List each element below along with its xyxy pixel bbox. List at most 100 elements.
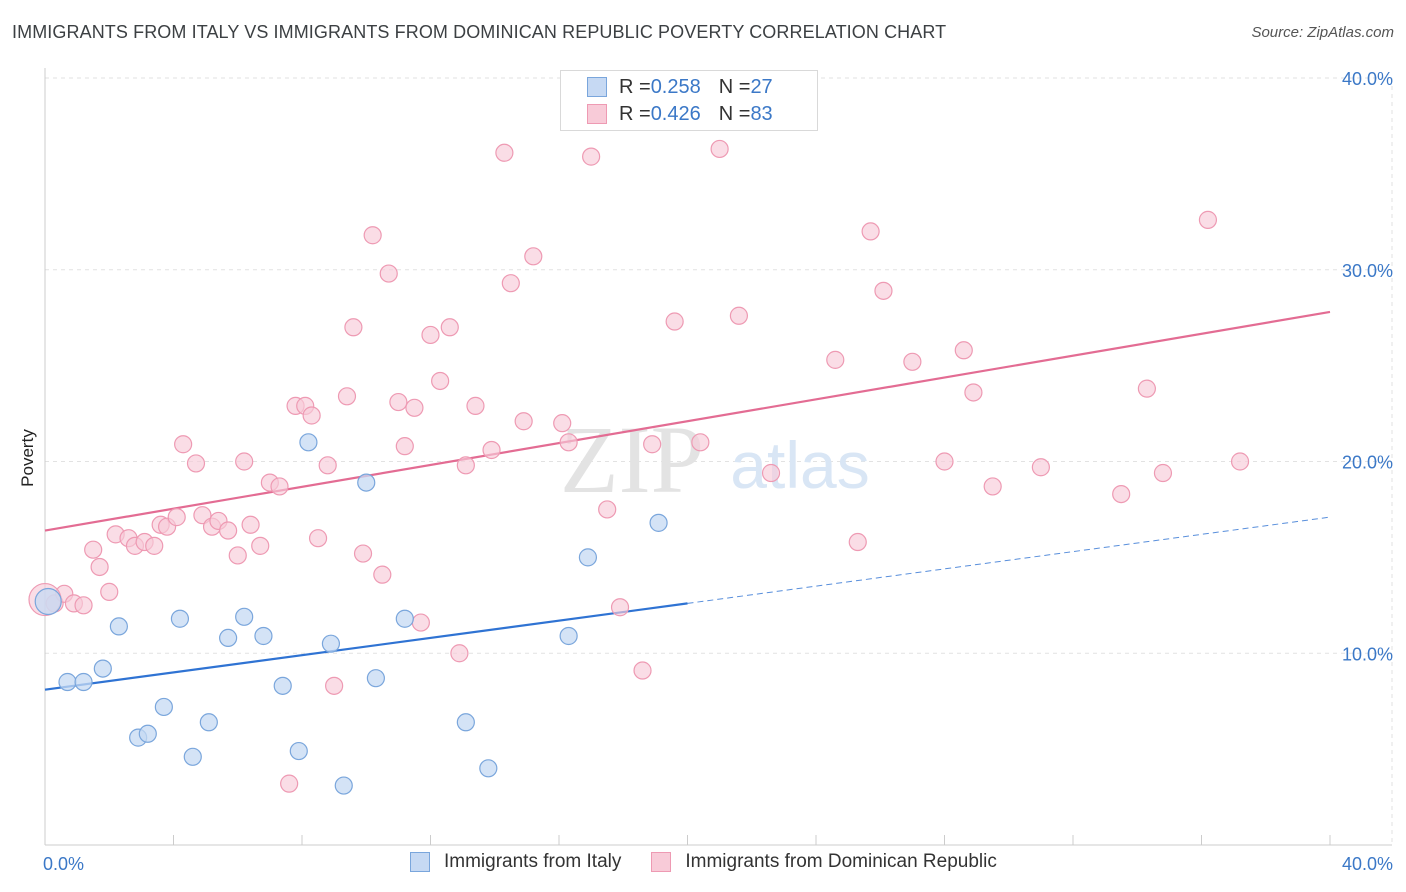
point-dominican	[861, 222, 880, 241]
italy-swatch	[587, 77, 607, 97]
y-tick-label: 10.0%	[1342, 644, 1393, 664]
point-dominican	[167, 508, 186, 527]
trend-line-dominican	[44, 310, 1331, 532]
point-italy	[58, 672, 77, 692]
point-italy	[357, 473, 376, 492]
y-tick-label: 20.0%	[1342, 453, 1393, 473]
dominican-r-label: R =	[619, 102, 651, 125]
point-italy	[289, 741, 308, 761]
point-dominican	[353, 544, 373, 563]
point-dominican	[826, 350, 845, 369]
point-dominican	[1112, 484, 1131, 504]
point-dominican	[633, 661, 652, 680]
dominican-legend-label: Immigrants from Dominican Republic	[685, 851, 997, 872]
point-dominican	[964, 383, 983, 402]
point-dominican	[450, 644, 469, 663]
y-axis-label: Poverty	[18, 429, 37, 487]
point-dominican	[848, 532, 867, 552]
italy-legend-label: Immigrants from Italy	[444, 851, 622, 872]
point-dominican	[665, 312, 684, 331]
point-italy	[235, 607, 254, 626]
point-dominican	[280, 774, 299, 793]
point-italy	[321, 634, 341, 653]
point-dominican	[241, 515, 260, 534]
point-italy	[154, 697, 173, 717]
point-dominican	[421, 325, 440, 345]
point-dominican	[431, 371, 450, 391]
point-dominican	[1031, 458, 1050, 477]
point-dominican	[514, 412, 533, 431]
tick-labels: 10.0% 20.0% 30.0% 40.0% 0.0% 40.0%	[43, 69, 1393, 874]
point-italy	[183, 747, 202, 766]
point-dominican	[302, 406, 321, 425]
point-dominican	[411, 613, 430, 632]
point-dominican	[1230, 452, 1250, 471]
point-dominican	[1137, 379, 1156, 398]
point-dominican	[691, 433, 710, 452]
point-italy	[395, 609, 414, 628]
axes	[44, 68, 1392, 846]
point-dominican	[582, 147, 601, 166]
point-dominican	[379, 264, 398, 283]
point-dominican	[729, 306, 749, 325]
point-dominican	[874, 281, 893, 300]
trend-line-italy-extension	[687, 516, 1331, 604]
point-dominican	[559, 433, 578, 452]
point-dominican	[373, 565, 392, 584]
point-dominican	[174, 435, 193, 454]
point-dominican	[1153, 463, 1173, 483]
point-italy	[34, 587, 62, 616]
point-italy	[559, 626, 578, 646]
y-tick-label: 30.0%	[1342, 261, 1393, 281]
point-dominican	[318, 456, 337, 475]
points-italy	[34, 433, 668, 795]
legend-item-dominican[interactable]: Immigrants from Dominican Republic	[651, 851, 997, 873]
point-dominican	[1198, 210, 1218, 229]
italy-n-label: N =	[718, 75, 751, 98]
point-dominican	[983, 477, 1002, 496]
point-italy	[649, 513, 668, 532]
legend-row-italy: R = 0.258 N = 27	[587, 74, 773, 100]
italy-r-label: R =	[619, 75, 651, 98]
dominican-n-label: N =	[718, 102, 751, 125]
italy-legend-swatch	[410, 852, 430, 872]
point-dominican	[270, 477, 289, 496]
point-dominican	[761, 463, 781, 483]
point-dominican	[235, 452, 254, 471]
point-dominican	[325, 676, 344, 695]
series-legend: Immigrants from Italy Immigrants from Do…	[410, 851, 1027, 873]
dominican-legend-swatch	[651, 852, 672, 872]
point-dominican	[501, 274, 520, 293]
point-dominican	[344, 318, 363, 337]
italy-n-value: 27	[750, 75, 773, 98]
dominican-swatch	[587, 104, 607, 124]
point-dominican	[466, 396, 485, 415]
point-dominican	[395, 437, 414, 456]
italy-r-value: 0.258	[650, 75, 701, 98]
point-italy	[334, 776, 353, 795]
x-tick-label: 0.0%	[43, 854, 84, 874]
point-dominican	[598, 500, 617, 519]
point-dominican	[74, 596, 93, 615]
gridlines	[45, 77, 1393, 845]
point-dominican	[251, 536, 270, 555]
point-dominican	[228, 546, 247, 565]
point-italy	[138, 724, 157, 743]
point-italy	[170, 609, 190, 628]
point-dominican	[90, 557, 109, 577]
point-dominican	[186, 454, 206, 473]
point-dominican	[389, 392, 408, 412]
source-label: Source: ZipAtlas.com	[1251, 24, 1394, 41]
point-italy	[219, 628, 238, 648]
point-italy	[199, 713, 218, 732]
point-italy	[93, 659, 112, 678]
y-tick-label: 40.0%	[1342, 69, 1393, 89]
point-dominican	[337, 387, 357, 406]
point-italy	[254, 626, 273, 646]
watermark-zip: ZIP	[560, 406, 704, 513]
point-italy	[109, 617, 128, 636]
correlation-legend: R = 0.258 N = 27 R = 0.426 N = 83	[560, 70, 818, 131]
point-italy	[366, 669, 385, 688]
legend-item-italy[interactable]: Immigrants from Italy	[410, 851, 621, 873]
